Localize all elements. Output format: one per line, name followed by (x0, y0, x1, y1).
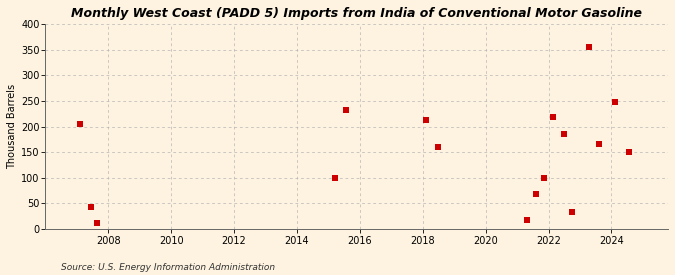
Title: Monthly West Coast (PADD 5) Imports from India of Conventional Motor Gasoline: Monthly West Coast (PADD 5) Imports from… (71, 7, 642, 20)
Point (584, 45, 595, 50)
Point (86, 205, 97, 209)
Point (521, 218, 532, 222)
Point (531, 192, 541, 196)
Point (548, 115, 559, 119)
Point (329, 176, 340, 180)
Point (421, 118, 431, 122)
Point (623, 149, 634, 154)
Point (433, 144, 444, 149)
Point (340, 107, 351, 112)
Point (567, 210, 578, 214)
Point (559, 131, 570, 136)
Point (593, 142, 604, 147)
Point (74, 122, 85, 126)
Point (609, 100, 620, 104)
Point (92, 221, 103, 226)
Y-axis label: Thousand Barrels: Thousand Barrels (7, 84, 17, 169)
Point (539, 176, 549, 180)
Text: Source: U.S. Energy Information Administration: Source: U.S. Energy Information Administ… (61, 263, 275, 272)
